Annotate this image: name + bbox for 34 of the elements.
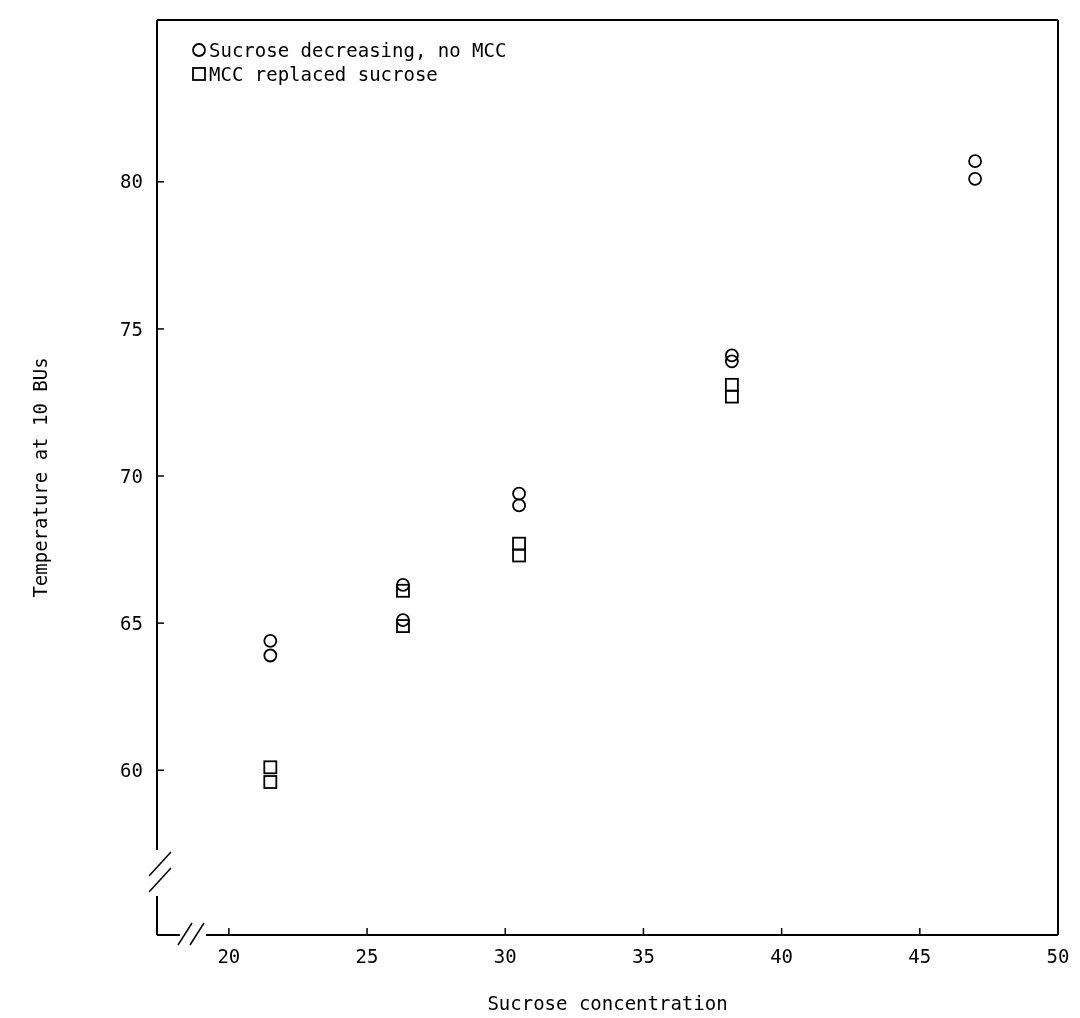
point [263, 760, 278, 775]
point [968, 154, 982, 169]
point [396, 583, 410, 598]
point [512, 498, 526, 513]
x-tick-label: 45 [908, 945, 932, 967]
x-tick-label: 30 [493, 945, 517, 967]
y-tick-label: 80 [120, 170, 143, 193]
point [968, 171, 982, 186]
y-tick-label: 70 [120, 464, 143, 487]
legend-label: MCC replaced sucrose [209, 62, 438, 85]
point [724, 377, 739, 392]
x-tick-label: 40 [770, 945, 794, 967]
point [263, 648, 278, 663]
point [724, 348, 739, 363]
point [396, 619, 410, 633]
y-tick-label: 60 [120, 758, 143, 781]
legend-label: Sucrose decreasing, no MCC [209, 38, 507, 61]
point [724, 354, 739, 369]
y-axis-title: Temperature at 10 BUs [29, 357, 51, 598]
y-tick-label: 65 [120, 611, 143, 634]
point [396, 577, 410, 592]
x-tick-label: 25 [355, 945, 379, 967]
point [396, 613, 410, 628]
point [263, 633, 278, 648]
point [512, 548, 526, 563]
x-tick-label: 50 [1046, 945, 1070, 967]
x-axis-title: Sucrose concentration [487, 992, 728, 1014]
point [512, 536, 526, 551]
x-tick-label: 20 [217, 945, 241, 967]
y-tick-label: 75 [120, 317, 143, 340]
point [724, 389, 739, 404]
point [512, 486, 526, 501]
point [263, 775, 278, 789]
x-tick-label: 35 [631, 945, 655, 967]
